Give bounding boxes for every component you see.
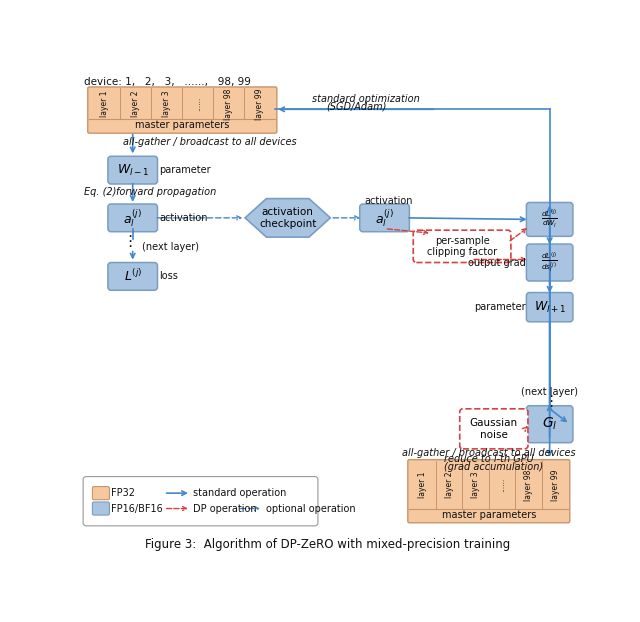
Text: activation
checkpoint: activation checkpoint bbox=[259, 207, 316, 229]
Text: device: 1,   2,   3,   ......,   98, 99: device: 1, 2, 3, ......, 98, 99 bbox=[84, 77, 251, 86]
FancyBboxPatch shape bbox=[408, 460, 570, 522]
FancyBboxPatch shape bbox=[88, 87, 277, 133]
Text: Gaussian
noise: Gaussian noise bbox=[470, 418, 518, 440]
Text: standard operation: standard operation bbox=[193, 488, 287, 498]
Text: ⋮: ⋮ bbox=[543, 394, 559, 409]
Text: layer 98: layer 98 bbox=[224, 88, 234, 119]
Text: $\frac{dL^{(j)}}{dW_l}$: $\frac{dL^{(j)}}{dW_l}$ bbox=[541, 209, 558, 230]
FancyBboxPatch shape bbox=[108, 262, 157, 290]
Text: ⋮: ⋮ bbox=[122, 234, 137, 249]
FancyBboxPatch shape bbox=[360, 204, 410, 232]
Text: $a_l^{(j)}$: $a_l^{(j)}$ bbox=[375, 207, 394, 229]
Text: all-gather / broadcast to all devices: all-gather / broadcast to all devices bbox=[402, 448, 575, 458]
Text: $a_l^{(j)}$: $a_l^{(j)}$ bbox=[124, 207, 142, 229]
Text: Eq. (2): Eq. (2) bbox=[84, 187, 116, 197]
Text: per-sample
clipping factor: per-sample clipping factor bbox=[427, 236, 497, 257]
FancyBboxPatch shape bbox=[92, 486, 109, 499]
FancyBboxPatch shape bbox=[90, 119, 275, 132]
FancyBboxPatch shape bbox=[527, 202, 573, 236]
Text: (SGD/Adam): (SGD/Adam) bbox=[326, 102, 387, 112]
Text: layer 2: layer 2 bbox=[131, 91, 140, 117]
Text: layer 2: layer 2 bbox=[445, 472, 454, 498]
Text: forward propagation: forward propagation bbox=[116, 187, 216, 197]
Text: optional operation: optional operation bbox=[266, 504, 356, 514]
Text: $G_l$: $G_l$ bbox=[542, 416, 557, 432]
Text: layer 1: layer 1 bbox=[100, 91, 109, 117]
Text: $L^{(j)}$: $L^{(j)}$ bbox=[124, 269, 142, 284]
Text: (grad accumulation): (grad accumulation) bbox=[444, 462, 543, 472]
Text: activation: activation bbox=[159, 213, 207, 223]
Text: (next layer): (next layer) bbox=[521, 387, 578, 397]
Text: all-gather / broadcast to all devices: all-gather / broadcast to all devices bbox=[123, 137, 296, 147]
Text: output grad: output grad bbox=[468, 258, 525, 267]
Text: ......: ...... bbox=[193, 97, 202, 111]
Text: (next layer): (next layer) bbox=[142, 242, 199, 252]
Text: master parameters: master parameters bbox=[135, 121, 230, 131]
Text: parameter: parameter bbox=[159, 165, 211, 175]
FancyBboxPatch shape bbox=[413, 230, 511, 262]
FancyBboxPatch shape bbox=[83, 476, 318, 526]
Polygon shape bbox=[245, 198, 330, 237]
FancyBboxPatch shape bbox=[108, 156, 157, 184]
FancyBboxPatch shape bbox=[92, 502, 109, 515]
Text: loss: loss bbox=[159, 271, 178, 281]
Text: $\frac{dL^{(j)}}{ds_l^{(j)}}$: $\frac{dL^{(j)}}{ds_l^{(j)}}$ bbox=[541, 251, 558, 274]
Text: DP operation: DP operation bbox=[193, 504, 257, 514]
Text: FP16/BF16: FP16/BF16 bbox=[111, 504, 163, 514]
Text: parameter: parameter bbox=[474, 302, 525, 312]
Text: $W_{l-1}$: $W_{l-1}$ bbox=[116, 162, 149, 178]
Text: layer 99: layer 99 bbox=[550, 470, 559, 501]
Text: master parameters: master parameters bbox=[442, 510, 536, 520]
Text: activation: activation bbox=[364, 196, 413, 206]
Text: FP32: FP32 bbox=[111, 488, 135, 498]
Text: layer 98: layer 98 bbox=[524, 470, 533, 501]
FancyBboxPatch shape bbox=[527, 244, 573, 281]
Text: $W_{l+1}$: $W_{l+1}$ bbox=[534, 300, 566, 315]
FancyBboxPatch shape bbox=[460, 409, 528, 449]
Text: layer 3: layer 3 bbox=[471, 471, 480, 498]
Text: layer 1: layer 1 bbox=[418, 472, 427, 498]
Text: layer 3: layer 3 bbox=[163, 91, 172, 117]
Text: layer 99: layer 99 bbox=[255, 88, 264, 119]
Text: standard optimization: standard optimization bbox=[312, 93, 420, 103]
Text: ......: ...... bbox=[497, 478, 506, 492]
Text: reduce to l-th GPU: reduce to l-th GPU bbox=[444, 454, 534, 464]
FancyBboxPatch shape bbox=[527, 406, 573, 443]
FancyBboxPatch shape bbox=[108, 204, 157, 232]
Text: Figure 3:  Algorithm of DP-ZeRO with mixed-precision training: Figure 3: Algorithm of DP-ZeRO with mixe… bbox=[145, 538, 511, 551]
FancyBboxPatch shape bbox=[527, 292, 573, 322]
